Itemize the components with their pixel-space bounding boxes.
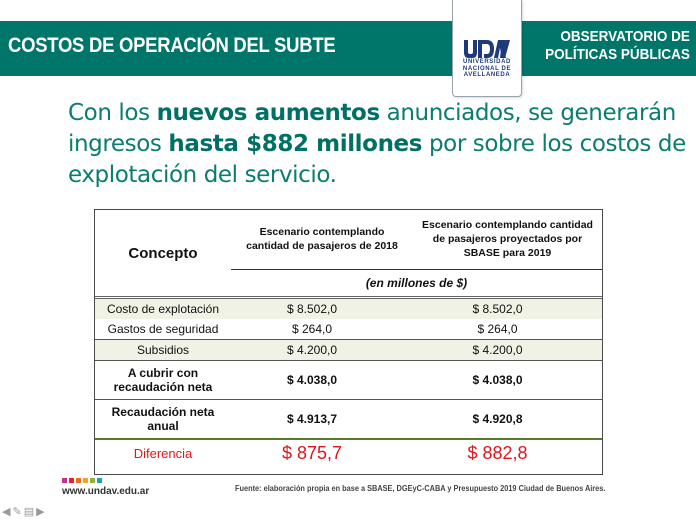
row-concepto: A cubrir con recaudación neta bbox=[95, 360, 231, 400]
undav-logo-mark-icon bbox=[464, 40, 510, 58]
row-concepto: Gastos de seguridad bbox=[107, 322, 219, 336]
table-row: Costo de explotación $ 8.502,0 $ 8.502,0 bbox=[95, 296, 602, 319]
pen-icon[interactable]: ✎ bbox=[12, 506, 22, 518]
dot-red bbox=[69, 478, 74, 483]
row-concepto: Diferencia bbox=[95, 438, 231, 467]
logo-line-1: UNIVERSIDAD bbox=[463, 59, 511, 65]
header-band bbox=[0, 21, 696, 76]
row-value-2019: $ 4.200,0 bbox=[413, 339, 602, 361]
row-value-2018: $ 4.200,0 bbox=[231, 339, 413, 361]
notes-icon[interactable]: ▤ bbox=[23, 506, 35, 518]
cost-table: Concepto Escenario contemplando cantidad… bbox=[94, 209, 603, 475]
headline-text: Con los nuevos aumentos anunciados, se g… bbox=[68, 98, 688, 191]
headline-emphasis: hasta $882 millones bbox=[168, 131, 423, 157]
header-scenario-2019: Escenario contemplando cantidad de pasaj… bbox=[422, 219, 593, 260]
source-note: Fuente: elaboración propia en base a SBA… bbox=[235, 484, 606, 493]
slide-navigation: ◀ ✎ ▤ ▶ bbox=[2, 507, 45, 518]
headline-emphasis: nuevos aumentos bbox=[156, 100, 381, 126]
next-slide-icon[interactable]: ▶ bbox=[36, 506, 45, 518]
dot-orange bbox=[76, 478, 81, 483]
header-scenario-2018: Escenario contemplando cantidad de pasaj… bbox=[246, 226, 398, 253]
headline-part: anunciados, se generarán ingresos bbox=[68, 100, 676, 157]
table-row: Recaudación neta anual $ 4.913,7 $ 4.920… bbox=[95, 399, 602, 439]
observatory-line-2: POLÍTICAS PÚBLICAS bbox=[545, 46, 690, 63]
logo-subtitle: UNIVERSIDAD NACIONAL DE AVELLANEDA bbox=[453, 59, 521, 79]
page-title: COSTOS DE OPERACIÓN DEL SUBTE bbox=[8, 34, 336, 57]
row-value-2018: $ 264,0 bbox=[291, 322, 333, 336]
dot-green bbox=[90, 478, 95, 483]
difference-2019: $ 882,8 bbox=[413, 438, 602, 467]
table-row: Gastos de seguridad $ 264,0 $ 264,0 bbox=[95, 319, 602, 340]
row-value-2018: $ 4.913,7 bbox=[231, 399, 413, 439]
previous-slide-icon[interactable]: ◀ bbox=[2, 506, 11, 518]
table-row: Subsidios $ 4.200,0 $ 4.200,0 bbox=[95, 339, 602, 361]
brand-color-dots bbox=[62, 478, 102, 483]
units-row: (en millones de $) bbox=[95, 268, 602, 298]
dot-yellow bbox=[83, 478, 88, 483]
observatory-title: OBSERVATORIO DE POLÍTICAS PÚBLICAS bbox=[545, 28, 690, 64]
observatory-line-1: OBSERVATORIO DE bbox=[560, 28, 690, 45]
row-concepto: Recaudación neta anual bbox=[95, 399, 231, 439]
row-value-2019: $ 264,0 bbox=[477, 322, 518, 336]
headline-part: Con los bbox=[68, 100, 157, 126]
row-value-2019: $ 4.920,8 bbox=[413, 399, 602, 439]
dot-cyan bbox=[97, 478, 102, 483]
table-row: A cubrir con recaudación neta $ 4.038,0 … bbox=[95, 360, 602, 400]
difference-2018: $ 875,7 bbox=[231, 438, 413, 467]
row-value-2018: $ 8.502,0 bbox=[231, 296, 413, 319]
row-value-2018: $ 4.038,0 bbox=[231, 360, 413, 400]
table-header-row: Concepto Escenario contemplando cantidad… bbox=[95, 210, 602, 269]
logo-line-3: AVELLANEDA bbox=[463, 72, 511, 78]
row-value-2019: $ 8.502,0 bbox=[413, 296, 602, 319]
footer-url[interactable]: www.undav.edu.ar bbox=[62, 486, 150, 497]
difference-row: Diferencia $ 875,7 $ 882,8 bbox=[95, 438, 602, 467]
header-concepto: Concepto bbox=[128, 244, 198, 262]
logo-line-2: NACIONAL DE bbox=[462, 65, 512, 72]
dot-magenta bbox=[62, 478, 67, 483]
units-label: (en millones de $) bbox=[231, 268, 602, 298]
row-concepto: Subsidios bbox=[95, 339, 231, 361]
row-concepto: Costo de explotación bbox=[95, 296, 231, 319]
headline-part: por sobre los costos de explotación del … bbox=[68, 131, 686, 188]
row-value-2019: $ 4.038,0 bbox=[413, 360, 602, 400]
undav-logo: UNIVERSIDAD NACIONAL DE AVELLANEDA bbox=[452, 0, 522, 97]
